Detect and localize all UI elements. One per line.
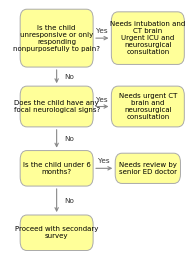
Text: Is the child under 6
months?: Is the child under 6 months? xyxy=(23,162,91,175)
FancyBboxPatch shape xyxy=(111,86,184,127)
FancyBboxPatch shape xyxy=(111,12,184,64)
Text: Yes: Yes xyxy=(96,28,108,34)
Text: Yes: Yes xyxy=(96,97,108,103)
Text: No: No xyxy=(64,74,74,80)
FancyBboxPatch shape xyxy=(20,86,93,127)
Text: Does the child have any
focal neurological signs?: Does the child have any focal neurologic… xyxy=(13,100,100,113)
FancyBboxPatch shape xyxy=(20,215,93,250)
Text: No: No xyxy=(64,136,74,142)
FancyBboxPatch shape xyxy=(20,150,93,186)
Text: Is the child
unresponsive or only
responding
nonpurposefully to pain?: Is the child unresponsive or only respon… xyxy=(13,25,100,52)
FancyBboxPatch shape xyxy=(20,9,93,67)
Text: Yes: Yes xyxy=(98,158,110,164)
Text: Needs intubation and
CT brain
Urgent ICU and
neurosurgical
consultation: Needs intubation and CT brain Urgent ICU… xyxy=(110,21,185,55)
Text: Needs urgent CT
brain and
neurosurgical
consultation: Needs urgent CT brain and neurosurgical … xyxy=(119,93,177,120)
FancyBboxPatch shape xyxy=(115,153,180,184)
Text: Needs review by
senior ED doctor: Needs review by senior ED doctor xyxy=(119,162,177,175)
Text: No: No xyxy=(64,198,74,204)
Text: Proceed with secondary
survey: Proceed with secondary survey xyxy=(15,226,98,239)
